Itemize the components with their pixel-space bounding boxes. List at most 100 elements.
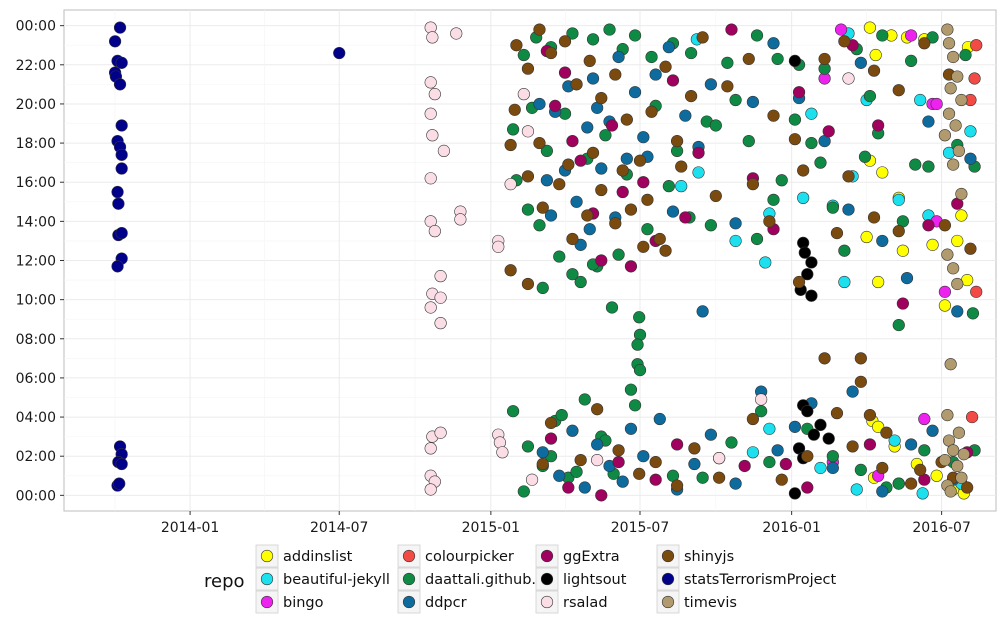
point-daattali-github-io [763, 455, 776, 469]
point-shinyjs [624, 203, 638, 216]
point-shinyjs [536, 457, 549, 471]
legend-label: colourpicker [425, 549, 514, 565]
legend-label: rsalad [563, 595, 608, 611]
legend-swatch [402, 549, 416, 563]
point-shinyjs [688, 442, 701, 455]
point-daattali-github-io [771, 52, 784, 66]
point-ddpcr [637, 450, 650, 463]
point-shinyjs [510, 39, 523, 52]
legend-item-timevis: timevis [656, 590, 737, 614]
point-timevis [941, 248, 954, 261]
point-shinyjs [574, 454, 587, 467]
point-rsalad [424, 301, 437, 314]
point-shinyjs [918, 37, 931, 50]
point-shinyjs [797, 164, 810, 177]
point-ddpcr [771, 444, 784, 457]
point-beautiful-jekyll [797, 191, 810, 204]
point-shinyjs [961, 481, 974, 494]
point-ddpcr [649, 68, 662, 81]
point-shinyjs [508, 103, 521, 116]
y-tick-label: 14:00 [16, 214, 56, 230]
point-rsalad [424, 442, 437, 455]
point-statsterrorismproject [115, 119, 128, 132]
legend-swatch [661, 549, 675, 563]
point-shinyjs [533, 136, 546, 150]
point-ggextra [544, 432, 558, 445]
point-ddpcr [767, 37, 780, 50]
point-beautiful-jekyll [892, 193, 905, 206]
point-daattali-github-io [555, 409, 568, 422]
point-ggextra [612, 455, 625, 469]
point-shinyjs [763, 215, 776, 228]
x-tick-label: 2015-01 [462, 520, 521, 536]
point-ggextra [637, 176, 650, 189]
point-timevis [942, 107, 956, 120]
point-shinyjs [854, 352, 867, 365]
point-rsalad [842, 72, 855, 85]
point-statsterrorismproject [108, 35, 122, 48]
point-shinyjs [595, 91, 608, 105]
point-shinyjs [533, 23, 546, 36]
point-shinyjs [876, 461, 889, 475]
point-statsterrorismproject [333, 46, 346, 60]
point-ddpcr [696, 305, 709, 318]
point-ggextra [896, 297, 909, 310]
point-addinslist [955, 209, 968, 222]
data-points [108, 21, 983, 502]
point-statsterrorismproject [113, 78, 127, 91]
point-statsterrorismproject [111, 185, 124, 199]
point-rsalad [450, 27, 463, 40]
point-shinyjs [938, 219, 952, 232]
legend-label: beautiful-jekyll [283, 572, 390, 588]
point-bingo [938, 285, 952, 298]
point-ddpcr [653, 412, 666, 426]
point-daattali-github-io [521, 203, 535, 216]
point-daattali-github-io [633, 311, 646, 324]
point-shinyjs [504, 138, 517, 152]
point-addinslist [930, 469, 943, 482]
point-daattali-github-io [605, 301, 619, 314]
point-beautiful-jekyll [814, 461, 827, 475]
legend-swatch [402, 595, 416, 609]
point-daattali-github-io [892, 318, 905, 332]
point-shinyjs [521, 170, 535, 183]
point-daattali-github-io [612, 248, 625, 261]
legend-item-addinslist: addinslist [255, 544, 353, 568]
point-ddpcr [536, 446, 549, 459]
point-colourpicker [966, 410, 979, 424]
legend-swatch [540, 572, 554, 586]
point-beautiful-jekyll [914, 93, 927, 107]
point-addinslist [860, 230, 873, 244]
point-timevis [951, 459, 964, 473]
point-ggextra [692, 146, 705, 159]
point-daattali-github-io [725, 436, 738, 449]
point-lightsout [805, 256, 818, 269]
y-axis: 00:00 02:00 04:00 06:00 08:00 10:00 12:00 14:00… [16, 19, 64, 504]
point-shinyjs [616, 164, 629, 177]
point-timevis [938, 129, 952, 142]
point-shinyjs [521, 277, 535, 291]
legend-label: ddpcr [425, 595, 467, 611]
point-ggextra [863, 438, 877, 451]
point-daattali-github-io [918, 444, 931, 457]
point-shinyjs [609, 68, 622, 81]
legend-label: addinslist [283, 549, 353, 565]
point-beautiful-jekyll [675, 180, 688, 193]
point-statsterrorismproject [115, 227, 128, 240]
point-shinyjs [612, 444, 625, 457]
point-addinslist [872, 420, 885, 433]
point-daattali-github-io [854, 463, 867, 477]
point-rsalad [454, 213, 467, 226]
point-daattali-github-io [838, 244, 851, 257]
point-rsalad [426, 31, 439, 44]
point-shinyjs [670, 479, 684, 492]
point-ddpcr [544, 209, 558, 222]
point-shinyjs [570, 78, 583, 91]
y-tick-label: 00:00 [16, 488, 56, 504]
point-addinslist [926, 238, 939, 251]
point-ggextra [725, 23, 738, 36]
point-daattali-github-io [507, 123, 520, 136]
point-ggextra [616, 185, 629, 199]
point-daattali-github-io [566, 268, 579, 281]
point-addinslist [872, 275, 885, 289]
